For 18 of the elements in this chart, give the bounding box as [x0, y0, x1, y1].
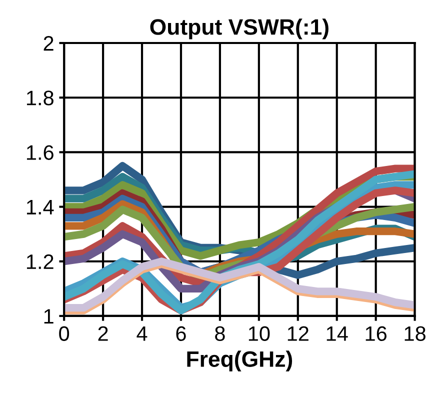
- y-tick-label: 2: [44, 36, 54, 51]
- y-tick-label: 1.2: [26, 254, 54, 269]
- x-tick-label: 8: [215, 326, 225, 341]
- x-tick-label: 0: [59, 326, 70, 341]
- y-tick-label: 1.8: [26, 90, 54, 106]
- y-tick-label: 1.6: [26, 145, 54, 160]
- x-tick-label: 12: [288, 326, 308, 341]
- x-tick-label: 10: [248, 326, 270, 341]
- chart-title: Output VSWR(:1): [150, 18, 328, 40]
- x-tick-label: 2: [98, 326, 108, 341]
- x-axis-title: Freq(GHz): [187, 350, 292, 372]
- x-tick-label: 14: [326, 326, 348, 341]
- y-tick-label: 1: [44, 309, 54, 324]
- x-tick-label: 6: [176, 326, 186, 341]
- x-tick-label: 4: [136, 326, 148, 341]
- y-tick-label: 1.4: [26, 200, 54, 214]
- x-tick-label: 16: [366, 326, 387, 341]
- x-tick-label: 18: [404, 326, 426, 341]
